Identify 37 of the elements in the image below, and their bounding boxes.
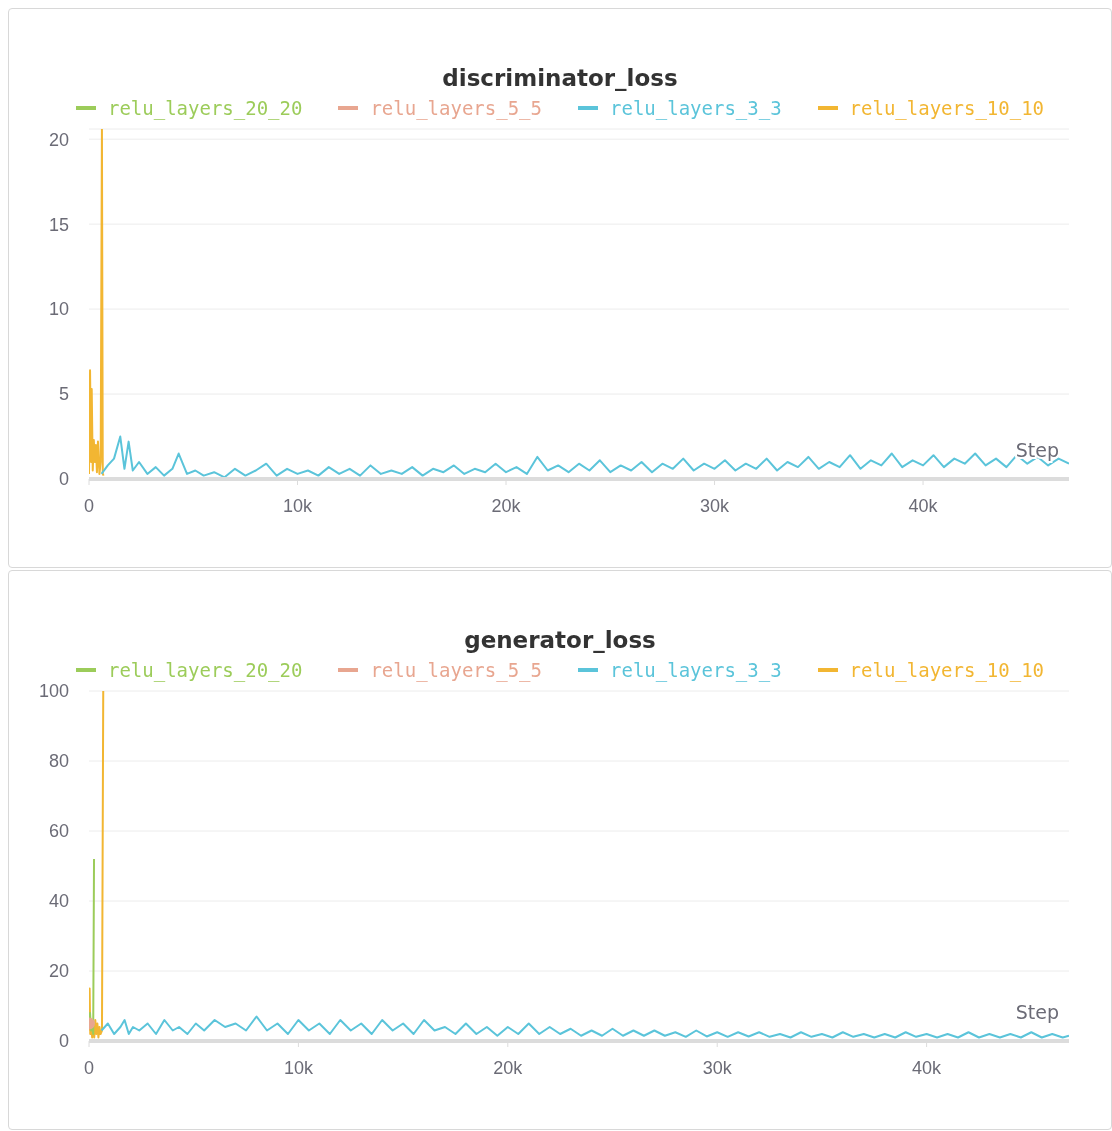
- x-axis-title: Step: [1015, 439, 1059, 461]
- x-tick-label: 10k: [283, 495, 314, 516]
- chart-title: generator_loss: [463, 627, 657, 653]
- legend-label: relu_layers_3_3: [609, 97, 782, 119]
- legend-label: relu_layers_10_10: [848, 659, 1045, 681]
- legend-label: relu_layers_10_10: [848, 97, 1045, 119]
- x-tick-label: 20k: [491, 495, 522, 516]
- x-tick-label: 0: [83, 495, 95, 516]
- y-tick-label: 0: [58, 1031, 69, 1052]
- legend-label: relu_layers_5_5: [369, 659, 542, 681]
- x-axis-title: Step: [1015, 1001, 1059, 1023]
- x-tick-label: 30k: [702, 1057, 733, 1078]
- legend-label: relu_layers_20_20: [106, 97, 303, 119]
- y-tick-label: 15: [48, 214, 69, 235]
- line-series: [100, 435, 1069, 479]
- y-tick-label: 80: [48, 751, 69, 772]
- legend-label: relu_layers_5_5: [369, 97, 542, 119]
- y-tick-label: 100: [38, 681, 69, 702]
- y-tick-label: 60: [48, 821, 69, 842]
- x-tick-label: 40k: [908, 495, 939, 516]
- y-tick-label: 40: [48, 891, 69, 912]
- legend-label: relu_layers_3_3: [609, 659, 782, 681]
- x-tick-label: 30k: [700, 495, 731, 516]
- line-series: [89, 129, 105, 477]
- x-tick-label: 40k: [912, 1057, 943, 1078]
- y-tick-label: 5: [58, 384, 69, 405]
- x-tick-label: 10k: [283, 1057, 314, 1078]
- chart-title: discriminator_loss: [441, 65, 679, 91]
- y-tick-label: 20: [48, 961, 69, 982]
- x-tick-label: 20k: [493, 1057, 524, 1078]
- line-series: [89, 691, 105, 1039]
- y-tick-label: 20: [48, 129, 69, 150]
- line-series: [89, 858, 96, 1035]
- legend-label: relu_layers_20_20: [106, 659, 303, 681]
- x-tick-label: 0: [83, 1057, 95, 1078]
- y-tick-label: 0: [58, 469, 69, 490]
- y-tick-label: 10: [48, 299, 69, 320]
